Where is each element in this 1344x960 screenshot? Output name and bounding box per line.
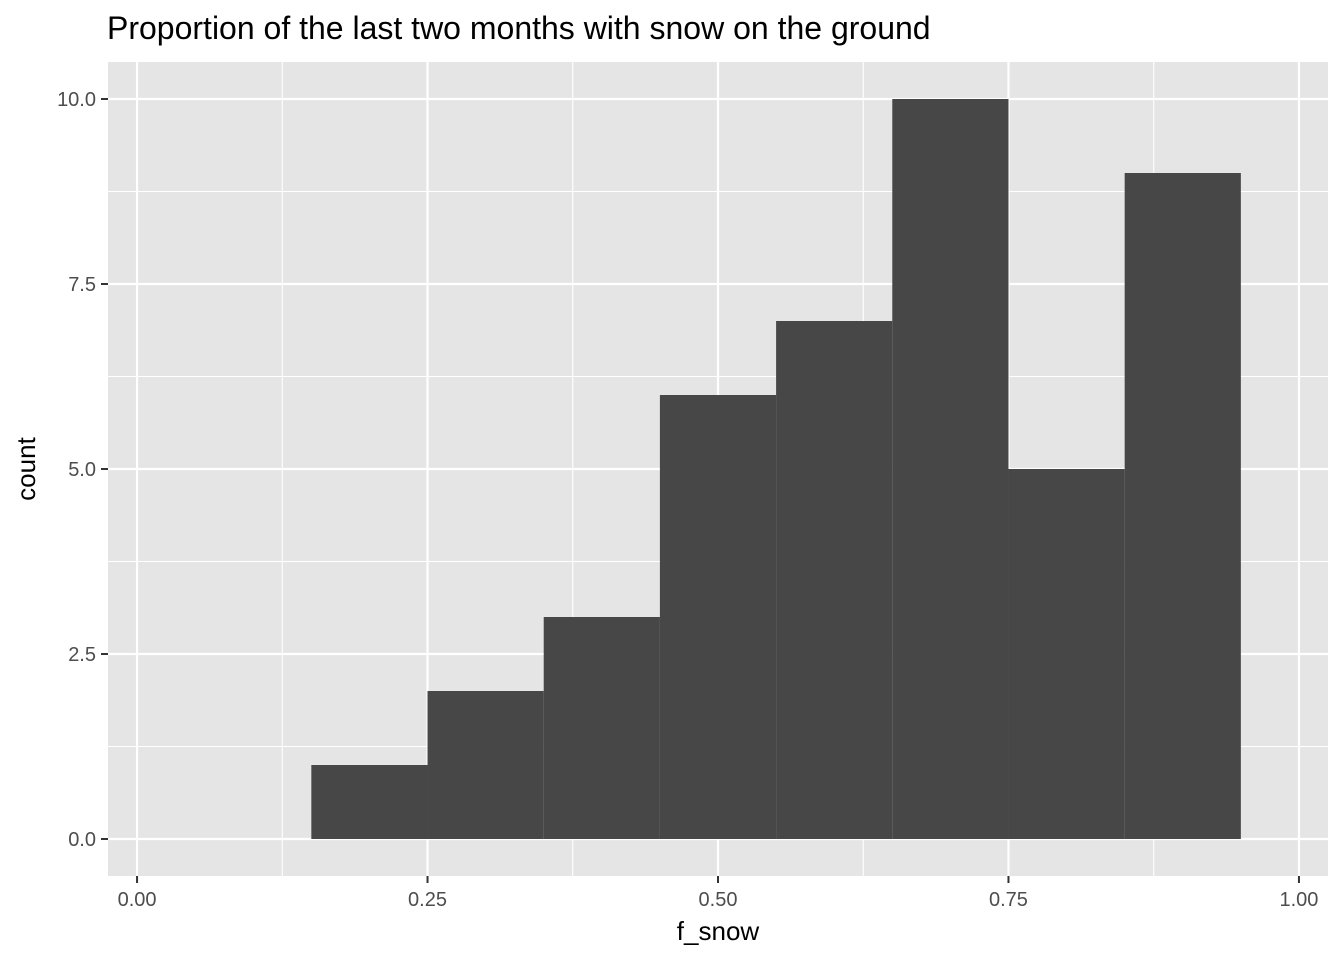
histogram-bars [311,99,1241,839]
histogram-bar [1008,469,1125,839]
chart-title: Proportion of the last two months with s… [107,10,931,46]
x-axis-title: f_snow [677,916,760,946]
histogram-bar [427,691,544,839]
y-tick-label: 10.0 [57,89,96,111]
x-tick-label: 0.25 [408,889,447,911]
y-axis-title: count [11,436,41,500]
x-tick-label: 0.00 [118,889,157,911]
y-tick-label: 0.0 [68,829,96,851]
y-tick-label: 7.5 [68,274,96,296]
histogram-bar [659,395,777,839]
histogram-bar [543,617,660,839]
histogram-bar [1124,173,1241,839]
y-axis: 0.0 2.5 5.0 7.5 10.0 [57,89,108,851]
y-tick-label: 2.5 [68,644,96,666]
histogram-bar [311,765,428,839]
x-tick-label: 1.00 [1279,889,1318,911]
y-tick-label: 5.0 [68,459,96,481]
x-tick-label: 0.50 [699,889,738,911]
histogram-bar [776,321,893,839]
x-tick-label: 0.75 [989,889,1028,911]
histogram-bar [892,99,1009,839]
x-axis: 0.00 0.25 0.50 0.75 1.00 [118,876,1318,911]
